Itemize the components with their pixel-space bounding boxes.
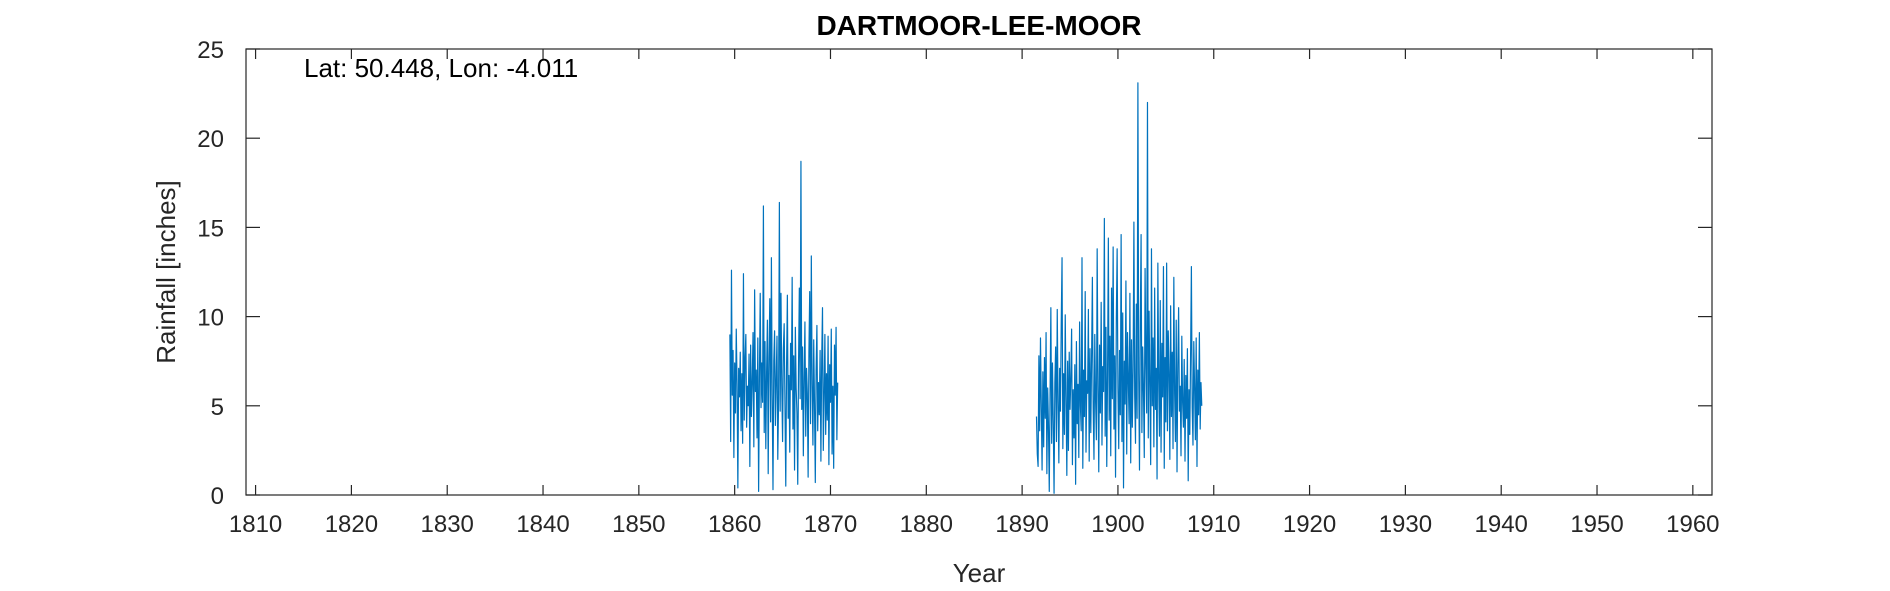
- y-axis-label: Rainfall [inches]: [151, 180, 181, 364]
- plot-box: [245, 48, 1713, 496]
- y-tick-label: 15: [197, 215, 224, 242]
- x-tick-label: 1820: [325, 511, 378, 538]
- rainfall-series-line-segment-1: [729, 160, 839, 493]
- x-tick-label: 1950: [1570, 511, 1623, 538]
- y-tick-label: 20: [197, 126, 224, 153]
- y-tick-label: 0: [211, 483, 224, 510]
- y-tick-label: 25: [197, 37, 224, 64]
- x-tick-label: 1930: [1379, 511, 1432, 538]
- x-tick-label: 1860: [708, 511, 761, 538]
- x-tick-label: 1830: [421, 511, 474, 538]
- chart-title: DARTMOOR-LEE-MOOR: [816, 10, 1141, 41]
- plot-area: [246, 49, 1712, 495]
- x-tick-label: 1910: [1187, 511, 1240, 538]
- x-tick-label: 1810: [229, 511, 282, 538]
- location-annotation: Lat: 50.448, Lon: -4.011: [304, 53, 578, 83]
- x-tick-label: 1890: [995, 511, 1048, 538]
- x-tick-label: 1920: [1283, 511, 1336, 538]
- x-tick-label: 1940: [1475, 511, 1528, 538]
- x-axis-label: Year: [953, 558, 1006, 588]
- rainfall-series-line-segment-2: [1035, 82, 1203, 494]
- x-axis: 1810 1820 1830 1840 1850 1860 1870 1880 1890 1900…: [229, 49, 1720, 538]
- x-tick-label: 1840: [516, 511, 569, 538]
- x-tick-label: 1900: [1091, 511, 1144, 538]
- series-group: [729, 82, 1203, 494]
- y-axis: 0 5 10 15 20 25: [197, 37, 1712, 510]
- x-tick-label: 1960: [1666, 511, 1719, 538]
- x-tick-label: 1880: [900, 511, 953, 538]
- x-tick-label: 1850: [612, 511, 665, 538]
- y-tick-label: 5: [211, 394, 224, 421]
- y-tick-label: 10: [197, 305, 224, 332]
- x-tick-label: 1870: [804, 511, 857, 538]
